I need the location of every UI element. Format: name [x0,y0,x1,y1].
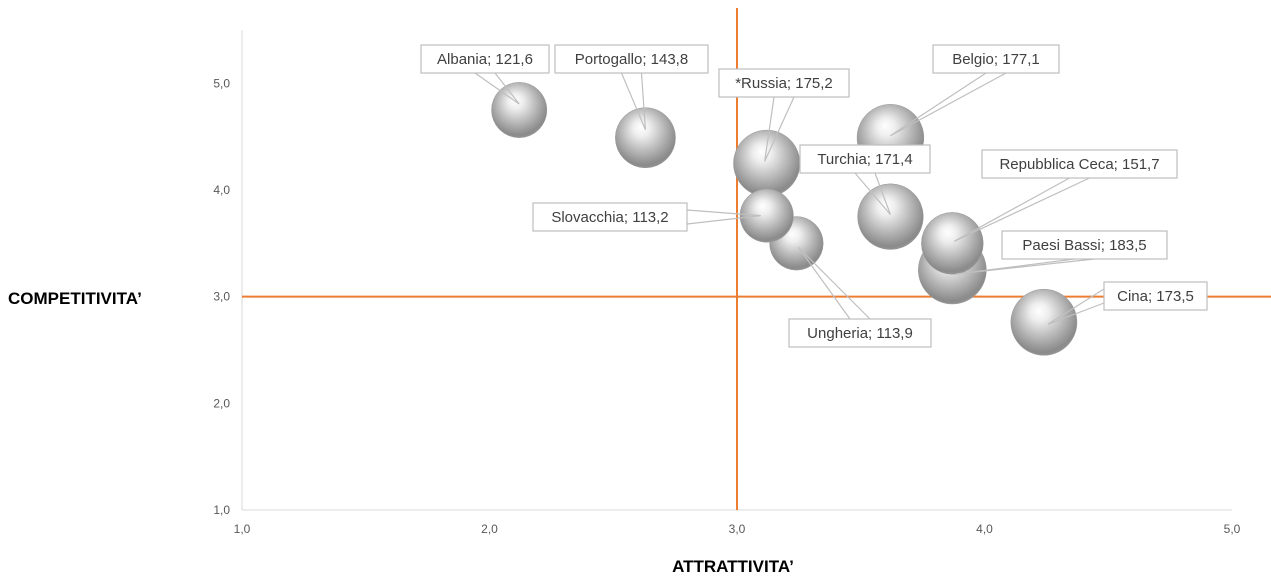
x-axis-title: ATTRATTIVITA’ [672,557,794,576]
label-leader-russia [764,96,795,162]
y-tick-label: 3,0 [213,290,230,304]
label-leader-belgio [890,72,1007,137]
y-axis-title: COMPETITIVITA’ [8,289,142,308]
y-tick-label: 2,0 [213,396,230,410]
bubble-portogallo [615,107,676,169]
x-tick-label: 2,0 [481,522,498,536]
label-box-slovacchia [532,202,688,232]
label-box-paesi-bassi [1001,230,1168,260]
bubbles [491,82,1078,356]
bubble-russia [733,129,801,197]
data-label-repubblica-ceca: Repubblica Ceca; 151,7 [999,156,1159,173]
axis-ticks: 1,0 2,0 3,0 4,0 5,0 1,0 2,0 3,0 4,0 5,0 [213,76,1240,536]
label-leader-portogallo [620,72,647,130]
bubble-cina [1010,288,1078,356]
label-box-ungheria [788,318,932,348]
label-leader-repubblica-ceca [954,177,1090,242]
label-leader-albania [474,72,520,105]
label-leader-turchia [854,172,892,216]
bubble-turchia [857,183,924,250]
x-tick-label: 1,0 [234,522,251,536]
label-box-turchia [799,144,931,174]
data-label-paesi-bassi: Paesi Bassi; 183,5 [1022,237,1146,254]
data-label-portogallo: Portogallo; 143,8 [575,51,688,68]
data-label-cina: Cina; 173,5 [1117,288,1194,305]
label-box-russia [718,68,850,98]
label-leader-slovacchia [686,209,761,225]
label-box-portogallo [554,44,709,74]
bubble-repubblica-ceca [921,212,984,275]
label-leader-ungheria [797,246,871,320]
bubble-albania [491,82,548,138]
x-tick-label: 5,0 [1224,522,1241,536]
data-label-ungheria: Ungheria; 113,9 [807,325,913,342]
data-label-slovacchia: Slovacchia; 113,2 [551,209,668,226]
bubble-labels: Albania; 121,6 Portogallo; 143,8 *Russia; … [420,44,1208,348]
data-label-russia: *Russia; 175,2 [735,75,833,92]
label-box-albania [420,44,550,74]
y-tick-label: 4,0 [213,183,230,197]
label-box-belgio [932,44,1060,74]
x-tick-label: 3,0 [729,522,746,536]
data-label-turchia: Turchia; 171,4 [817,151,912,168]
label-leader-cina [1047,288,1105,325]
x-tick-label: 4,0 [976,522,993,536]
label-box-repubblica-ceca [981,149,1178,179]
y-tick-label: 5,0 [213,76,230,90]
data-label-albania: Albania; 121,6 [437,51,533,68]
bubble-slovacchia [739,188,794,243]
y-tick-label: 1,0 [213,503,230,517]
label-leader-paesi-bassi [956,258,1095,275]
label-box-cina [1103,281,1208,311]
data-label-belgio: Belgio; 177,1 [952,51,1040,68]
